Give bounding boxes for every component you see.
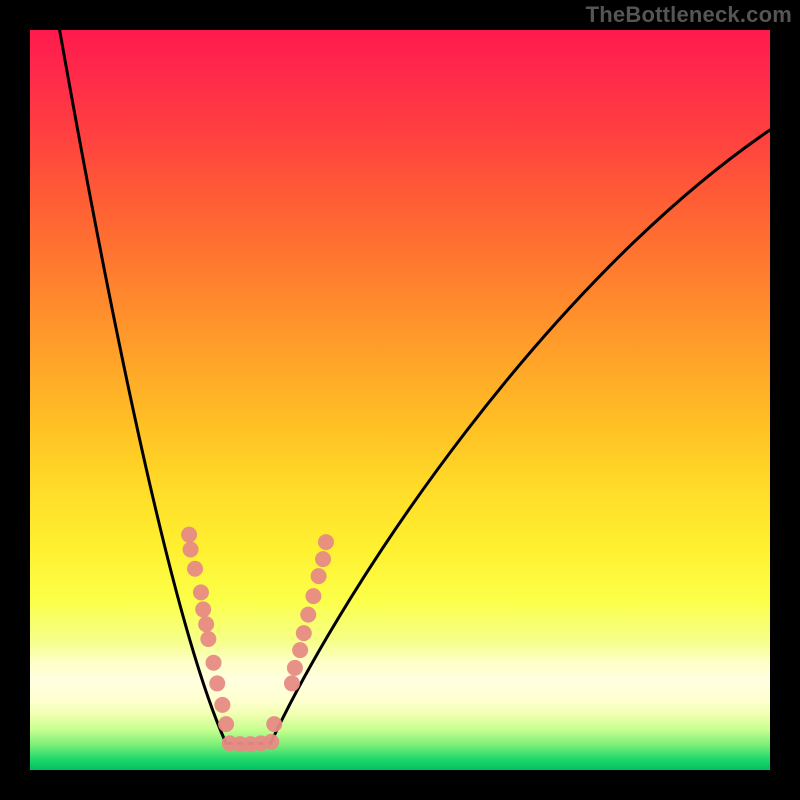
marker-left — [218, 716, 234, 732]
v-curve — [60, 30, 770, 743]
marker-bottom — [263, 734, 279, 750]
marker-left — [214, 697, 230, 713]
marker-left — [193, 584, 209, 600]
watermark-text: TheBottleneck.com — [586, 2, 792, 28]
marker-right — [300, 607, 316, 623]
marker-right — [315, 551, 331, 567]
marker-left — [183, 541, 199, 557]
marker-right — [305, 588, 321, 604]
chart-svg — [30, 30, 770, 770]
marker-right — [311, 568, 327, 584]
marker-right — [318, 534, 334, 550]
marker-right — [284, 675, 300, 691]
marker-right — [266, 716, 282, 732]
marker-right — [292, 642, 308, 658]
marker-right — [296, 625, 312, 641]
marker-left — [206, 655, 222, 671]
marker-left — [187, 561, 203, 577]
marker-left — [195, 601, 211, 617]
marker-left — [181, 527, 197, 543]
chart-container: TheBottleneck.com — [0, 0, 800, 800]
marker-left — [198, 616, 214, 632]
marker-left — [200, 631, 216, 647]
marker-right — [287, 660, 303, 676]
marker-left — [209, 675, 225, 691]
plot-area — [30, 30, 770, 770]
